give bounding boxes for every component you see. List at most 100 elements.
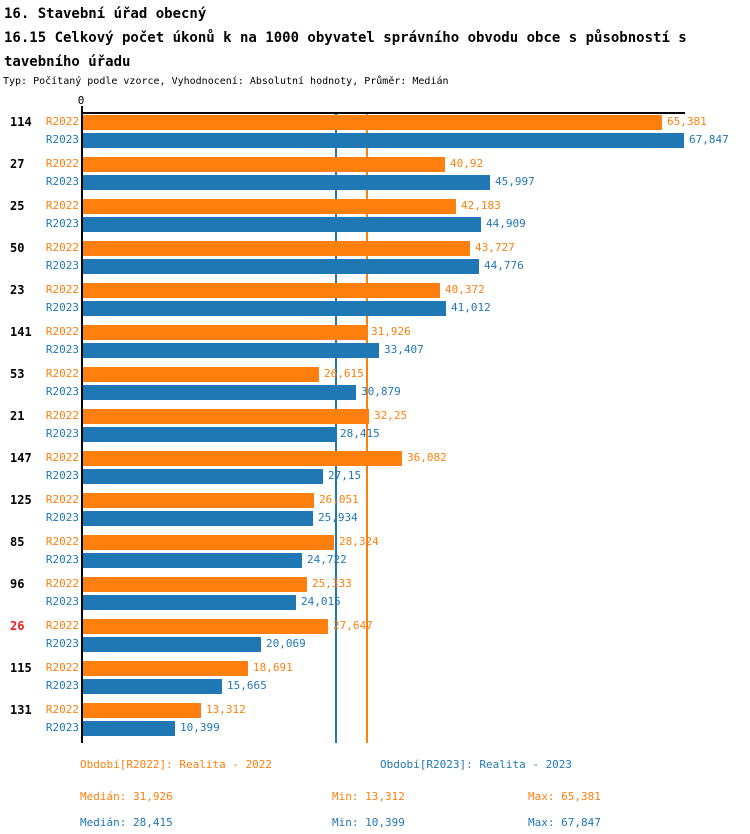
value-label-r2022: 31,926 <box>371 325 411 338</box>
category-label: 27 <box>10 157 25 171</box>
value-label-r2022: 36,082 <box>407 451 447 464</box>
series-label-r2022: R2022 <box>45 409 79 422</box>
chart-title-line2: tavebního úřadu <box>4 54 131 70</box>
stat-max-r2023: Max: 67,847 <box>528 816 601 829</box>
series-label-r2022: R2022 <box>45 451 79 464</box>
value-label-r2023: 27,15 <box>328 469 362 482</box>
bar-r2022 <box>83 703 201 718</box>
series-label-r2022: R2022 <box>45 619 79 632</box>
series-label-r2023: R2023 <box>45 343 79 356</box>
bar-r2022 <box>83 619 328 634</box>
bar-r2022 <box>83 577 307 592</box>
bar-r2023 <box>83 385 356 400</box>
y-axis-line <box>81 106 83 743</box>
stat-min-r2022: Min: 13,312 <box>332 790 405 803</box>
value-label-r2023: 25,934 <box>318 511 358 524</box>
value-label-r2023: 44,776 <box>484 259 524 272</box>
series-label-r2023: R2023 <box>45 637 79 650</box>
series-label-r2023: R2023 <box>45 595 79 608</box>
bar-r2023 <box>83 553 302 568</box>
category-label: 50 <box>10 241 25 255</box>
series-label-r2022: R2022 <box>45 241 79 254</box>
value-label-r2023: 10,399 <box>180 721 220 734</box>
bar-r2023 <box>83 469 323 484</box>
value-label-r2022: 25,333 <box>312 577 352 590</box>
value-label-r2023: 24,722 <box>307 553 347 566</box>
series-label-r2023: R2023 <box>45 385 79 398</box>
series-label-r2022: R2022 <box>45 283 79 296</box>
category-label: 21 <box>10 409 25 423</box>
value-label-r2022: 40,372 <box>445 283 485 296</box>
stat-median-r2023: Medián: 28,415 <box>80 816 173 829</box>
category-label: 115 <box>10 661 32 675</box>
legend-r2022: Období[R2022]: Realita - 2022 <box>80 758 273 771</box>
value-label-r2022: 28,324 <box>339 535 379 548</box>
series-label-r2022: R2022 <box>45 157 79 170</box>
value-label-r2022: 40,92 <box>450 157 484 170</box>
series-label-r2023: R2023 <box>45 259 79 272</box>
series-label-r2023: R2023 <box>45 427 79 440</box>
category-label: 131 <box>10 703 32 717</box>
axis-zero-label: 0 <box>77 94 85 107</box>
value-label-r2023: 44,909 <box>486 217 526 230</box>
category-label: 23 <box>10 283 25 297</box>
value-label-r2022: 43,727 <box>475 241 515 254</box>
category-label: 96 <box>10 577 25 591</box>
series-label-r2023: R2023 <box>45 217 79 230</box>
bar-r2023 <box>83 637 261 652</box>
series-label-r2023: R2023 <box>45 301 79 314</box>
value-label-r2022: 13,312 <box>206 703 246 716</box>
category-label: 147 <box>10 451 32 465</box>
bar-r2023 <box>83 595 296 610</box>
bar-r2022 <box>83 199 456 214</box>
page-title: 16. Stavební úřad obecný <box>4 6 207 22</box>
value-label-r2023: 28,415 <box>340 427 380 440</box>
stat-min-r2023: Min: 10,399 <box>332 816 405 829</box>
value-label-r2023: 33,407 <box>384 343 424 356</box>
bar-r2022 <box>83 451 402 466</box>
category-label: 85 <box>10 535 25 549</box>
series-label-r2023: R2023 <box>45 721 79 734</box>
category-label: 25 <box>10 199 25 213</box>
legend-r2023: Období[R2023]: Realita - 2023 <box>380 758 573 771</box>
value-label-r2023: 41,012 <box>451 301 491 314</box>
series-label-r2023: R2023 <box>45 679 79 692</box>
bar-r2022 <box>83 283 440 298</box>
series-label-r2022: R2022 <box>45 661 79 674</box>
category-label: 125 <box>10 493 32 507</box>
category-label: 53 <box>10 367 25 381</box>
category-label: 141 <box>10 325 32 339</box>
bar-r2022 <box>83 115 662 130</box>
bar-r2023 <box>83 259 479 274</box>
value-label-r2023: 45,997 <box>495 175 535 188</box>
bar-r2023 <box>83 301 446 316</box>
series-label-r2022: R2022 <box>45 493 79 506</box>
median-line-2022 <box>366 113 368 743</box>
chart-area: 0 114 R2022 65,381 R2023 67,847 27 R2022 40,92 R… <box>10 94 729 743</box>
series-label-r2023: R2023 <box>45 133 79 146</box>
series-label-r2022: R2022 <box>45 199 79 212</box>
value-label-r2023: 24,015 <box>301 595 341 608</box>
value-label-r2023: 67,847 <box>689 133 729 146</box>
bar-r2022 <box>83 367 319 382</box>
value-label-r2022: 65,381 <box>667 115 707 128</box>
bar-r2022 <box>83 157 445 172</box>
bar-r2023 <box>83 133 684 148</box>
bar-r2022 <box>83 535 334 550</box>
bar-r2022 <box>83 241 470 256</box>
stat-max-r2022: Max: 65,381 <box>528 790 601 803</box>
value-label-r2022: 26,051 <box>319 493 359 506</box>
series-label-r2022: R2022 <box>45 703 79 716</box>
bar-r2022 <box>83 325 366 340</box>
bar-r2022 <box>83 493 314 508</box>
bar-r2023 <box>83 427 335 442</box>
category-label: 114 <box>10 115 32 129</box>
series-label-r2023: R2023 <box>45 175 79 188</box>
series-label-r2023: R2023 <box>45 511 79 524</box>
series-label-r2022: R2022 <box>45 577 79 590</box>
value-label-r2022: 42,183 <box>461 199 501 212</box>
bar-r2023 <box>83 175 490 190</box>
series-label-r2023: R2023 <box>45 469 79 482</box>
category-label: 26 <box>10 619 25 633</box>
